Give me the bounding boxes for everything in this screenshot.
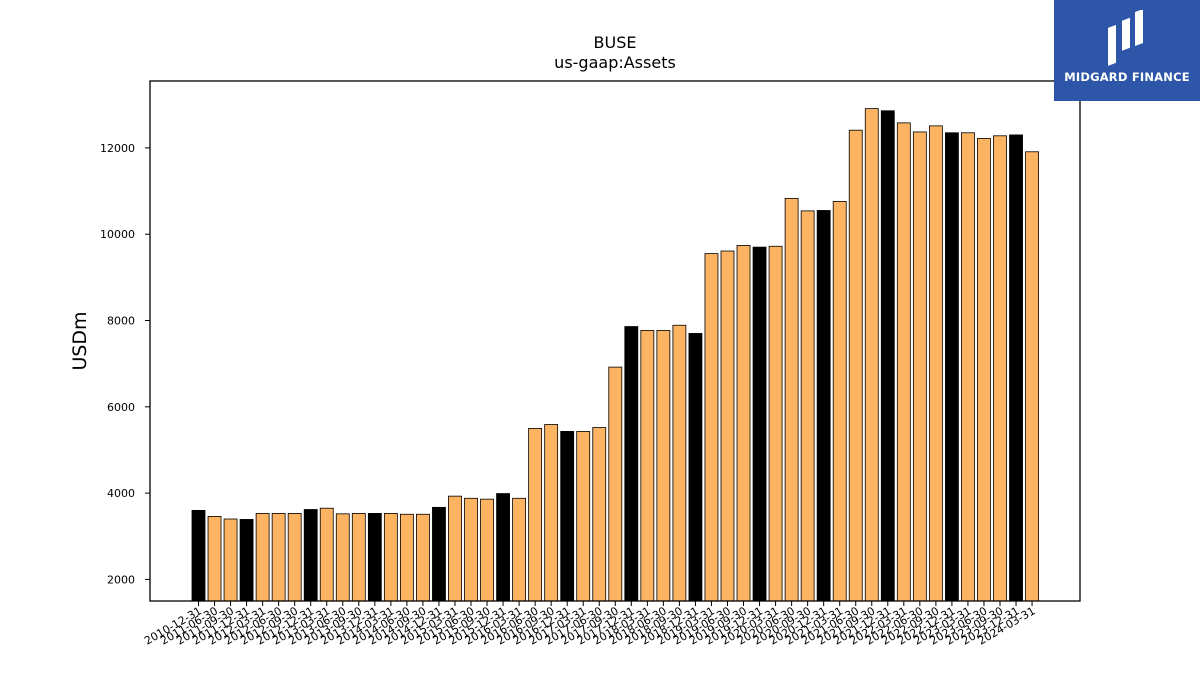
y-tick-label: 10000 <box>100 228 135 241</box>
bar-2019-03-31 <box>704 253 719 602</box>
bar-2016-12-31 <box>560 431 575 602</box>
bar-2021-12-31 <box>880 110 895 602</box>
bar-2012-12-31 <box>303 509 318 602</box>
y-tick-label: 8000 <box>107 315 135 328</box>
bar-2018-06-30 <box>656 330 671 602</box>
y-tick-label: 4000 <box>107 487 135 500</box>
bar-2013-09-30 <box>351 513 366 602</box>
bar-2016-03-31 <box>512 497 526 602</box>
bar-2024-03-31 <box>1025 151 1039 602</box>
bar-2010-12-31 <box>191 509 206 602</box>
bar-2019-12-31 <box>752 246 767 602</box>
bar-2015-12-31 <box>496 493 510 602</box>
bar-2017-06-30 <box>592 427 607 602</box>
bar-2011-12-31 <box>239 519 254 602</box>
x-axis-ticks: 2010-12-312011-06-302011-09-302011-12-31… <box>142 601 1038 648</box>
chart-subtitle: us-gaap:Assets <box>554 53 676 72</box>
bar-2018-09-30 <box>672 324 687 602</box>
bar-2022-06-30 <box>912 131 927 602</box>
bar-2021-03-31 <box>832 200 847 602</box>
bar-2021-06-30 <box>848 129 863 602</box>
bar-2014-09-30 <box>416 513 430 602</box>
bar-2015-09-30 <box>480 498 494 602</box>
bar-2019-09-30 <box>736 245 751 602</box>
bar-2021-09-30 <box>864 108 879 602</box>
bar-2016-09-30 <box>544 424 559 602</box>
bar-2022-12-31 <box>945 132 959 602</box>
midgard-logo-mark-icon <box>1108 10 1143 66</box>
bar-2011-09-30 <box>223 518 238 602</box>
bar-2020-03-31 <box>768 245 783 602</box>
bar-2013-03-31 <box>319 507 334 602</box>
bar-2020-12-31 <box>816 210 831 602</box>
bar-2018-12-31 <box>688 333 703 602</box>
chart-title: BUSE <box>594 33 637 52</box>
bar-2017-09-30 <box>608 366 623 602</box>
bar-2014-03-31 <box>383 513 398 602</box>
y-axis-ticks: 2000 4000 6000 8000 10000 12000 <box>100 142 150 586</box>
bar-2019-06-30 <box>720 250 735 602</box>
bar-2014-06-30 <box>399 513 414 602</box>
bars-group <box>191 108 1039 602</box>
bar-2020-09-30 <box>800 210 815 602</box>
bar-2023-03-31 <box>961 132 975 602</box>
bar-2016-06-30 <box>528 427 543 602</box>
bar-2011-06-30 <box>207 516 222 602</box>
bar-2014-12-31 <box>432 506 446 602</box>
y-axis-label: USDm <box>69 311 91 370</box>
plot-frame <box>149 80 1081 602</box>
bar-2015-06-30 <box>464 497 478 602</box>
y-tick-label: 2000 <box>107 573 135 586</box>
bar-2018-03-31 <box>640 330 655 602</box>
bar-2023-06-30 <box>977 137 991 602</box>
bar-2012-03-31 <box>255 513 270 602</box>
bar-2023-12-31 <box>1009 134 1023 602</box>
logo-text: MIDGARD FINANCE <box>1064 70 1190 84</box>
bar-2015-03-31 <box>448 495 462 602</box>
bar-2012-06-30 <box>271 513 286 602</box>
bar-2017-03-31 <box>576 431 591 602</box>
bar-2020-06-30 <box>784 197 799 602</box>
bar-2023-09-30 <box>993 135 1007 602</box>
y-tick-label: 6000 <box>107 401 135 414</box>
midgard-finance-logo: MIDGARD FINANCE <box>1054 0 1200 101</box>
bar-2013-06-30 <box>335 513 350 602</box>
bar-2022-09-30 <box>928 125 943 602</box>
bar-2013-12-31 <box>367 513 382 602</box>
y-tick-label: 12000 <box>100 142 135 155</box>
bar-2017-12-31 <box>624 326 639 602</box>
bar-2012-09-30 <box>287 513 302 602</box>
bar-2022-03-31 <box>896 122 911 602</box>
